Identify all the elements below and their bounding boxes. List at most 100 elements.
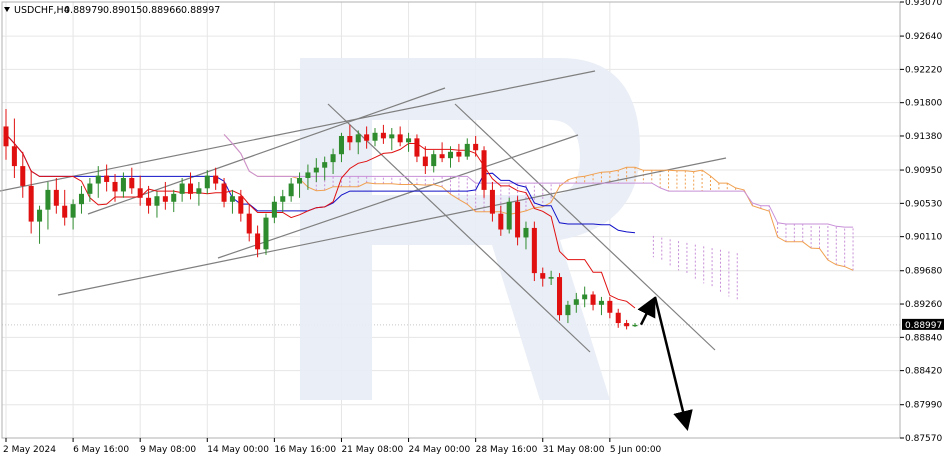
candle-body [104,175,110,182]
candle-body [573,299,579,305]
price-tag-label: 0.88997 [905,321,942,331]
y-tick-label: 0.89260 [905,300,942,310]
trendlines[interactable] [0,70,727,353]
candle-body [582,294,588,300]
candle-body [87,183,93,194]
candle-body [540,273,546,279]
symbol-label: USDCHF,H4 [14,5,70,16]
candle-body [28,185,34,222]
x-tick-label: 24 May 00:00 [409,445,471,455]
candle-body [313,167,319,173]
candle-body [347,135,353,143]
candles[interactable] [3,109,638,330]
candle-body [221,183,227,202]
plot-frame [1,1,901,439]
y-tick-label: 0.92640 [905,32,942,42]
chart-header: USDCHF,H4 0.88979 0.89015 0.88966 0.8899… [4,5,220,16]
y-tick-label: 0.90530 [905,199,942,209]
x-tick-label: 28 May 16:00 [476,445,538,455]
candle-body [590,294,596,305]
candle-body [37,209,43,222]
candle-body [515,201,521,238]
candle-body [154,196,160,206]
x-tick-label: 6 May 16:00 [73,445,129,455]
candle-body [330,154,336,163]
y-tick-label: 0.92220 [905,65,942,75]
candle-body [624,323,630,327]
y-tick-label: 0.91800 [905,99,942,109]
candle-body [489,189,495,214]
y-tick-label: 0.90950 [905,166,942,176]
current-price-tag: 0.88997 [902,318,944,331]
candle-body [112,181,118,192]
candle-body [229,196,235,202]
y-tick-label: 0.88840 [905,333,942,343]
candle-body [20,166,26,186]
tenkan-line [5,134,636,309]
ichimoku-lines [5,134,854,309]
candle-body [137,188,143,198]
axes: 0.93070 0.92640 0.92220 0.91800 0.91380 0.909… [1,0,942,455]
candle-body [364,134,370,141]
candle-body [397,134,403,143]
candle-body [305,172,311,178]
candle-body [456,151,462,157]
candle-body [557,277,563,316]
trendline [454,103,716,351]
close-value: 0.88997 [181,5,220,16]
candle-body [473,143,479,151]
candle-body [45,189,51,210]
trendline [87,87,446,215]
x-tick-label: 5 Jun 00:00 [610,445,662,455]
x-tick-label: 2 May 2024 [3,445,56,455]
candle-body [422,156,428,167]
candle-body [62,205,68,218]
candle-body [129,177,135,189]
candle-body [95,175,101,184]
candle-body [255,233,261,250]
candle-body [481,150,487,190]
candle-body [238,196,244,214]
y-tick-label: 0.87990 [905,401,942,411]
candle-body [204,175,210,189]
trendline [217,134,579,259]
x-tick-label: 16 May 16:00 [274,445,336,455]
y-tick-label: 0.89680 [905,267,942,277]
candle-body [179,183,185,194]
y-tick-label: 0.88420 [905,367,942,377]
dropdown-triangle-icon[interactable] [4,7,10,12]
candle-body [187,183,194,194]
candle-body [380,132,386,139]
forecast-down-arrow [653,296,693,431]
x-tick-label: 9 May 08:00 [140,445,196,455]
candle-body [372,132,378,141]
candle-body [464,143,470,157]
watermark-logo [300,58,640,400]
candle-body [506,201,512,230]
candle-body [548,277,554,279]
candle-body [146,197,152,206]
forecast-up-arrow [637,296,656,326]
x-tick-label: 14 May 00:00 [207,445,269,455]
candle-body [53,189,59,206]
forecast-arrows[interactable] [637,296,693,431]
candle-body [598,300,604,305]
senkou-span-b-line [223,134,854,228]
candle-body [531,227,537,274]
trendline [0,70,596,192]
candle-body [632,324,638,327]
open-value: 0.88979 [64,5,103,16]
trendline [57,157,727,296]
candle-body [271,201,277,218]
candle-body [431,154,437,167]
candle-body [322,162,328,168]
candle-body [171,193,177,202]
candle-body [338,135,344,155]
y-tick-label: 0.91380 [905,132,942,142]
y-tick-label: 0.90110 [905,233,942,243]
y-tick-label: 0.87570 [905,434,942,444]
candle-body [523,227,529,238]
candle-body [406,138,412,143]
